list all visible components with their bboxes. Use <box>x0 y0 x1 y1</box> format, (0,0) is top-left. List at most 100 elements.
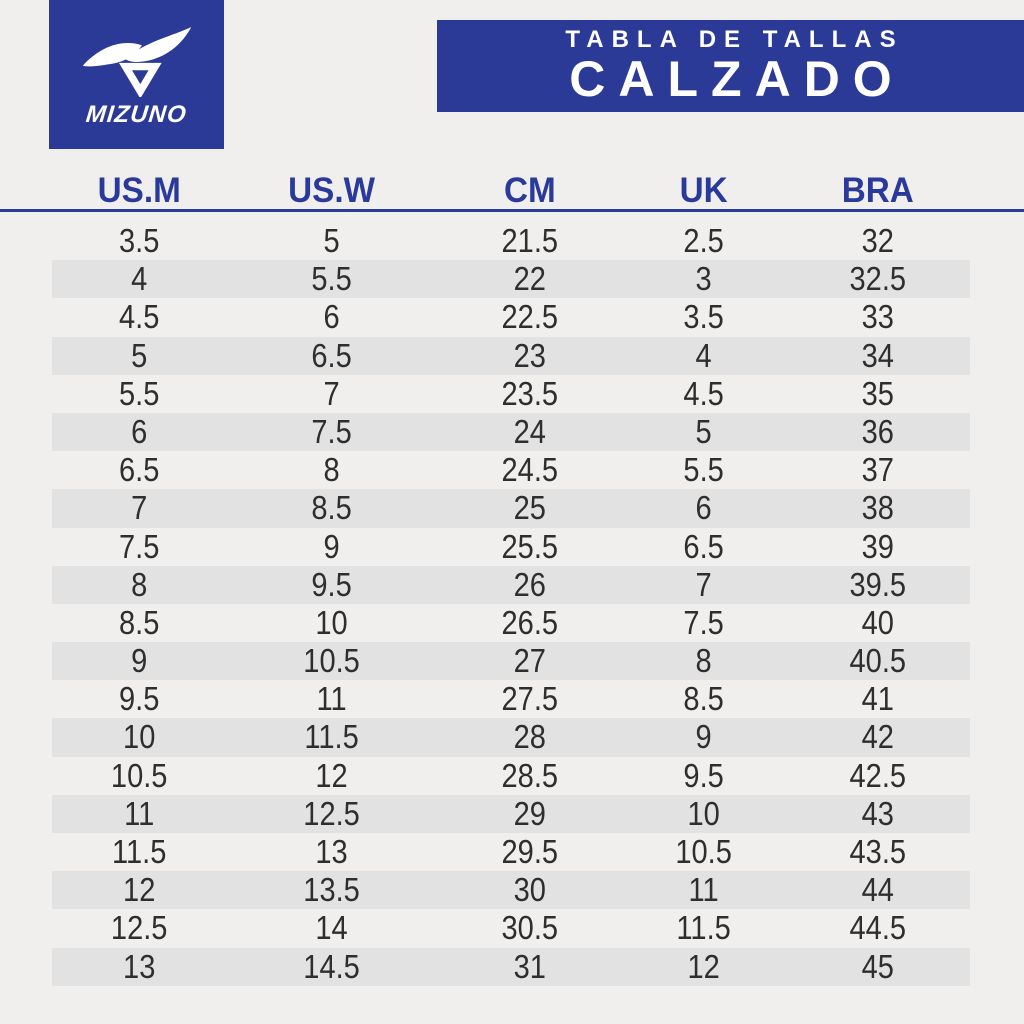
size-cell: 33 <box>862 298 895 336</box>
table-row: 5 6.5 23 4 34 <box>52 336 970 375</box>
table-row: 11 12.5 29 10 43 <box>52 794 970 833</box>
size-cell: 11 <box>688 871 719 909</box>
size-cell: 31 <box>513 947 546 985</box>
banner-title: CALZADO <box>569 50 905 107</box>
table-row: 10.5 12 28.5 9.5 42.5 <box>52 757 970 795</box>
size-cell: 10.5 <box>675 833 733 870</box>
size-cell: 26.5 <box>501 603 558 641</box>
column-header-usm: US.M <box>97 170 181 210</box>
size-cell: 42 <box>862 718 895 756</box>
size-cell: 5.5 <box>311 260 353 298</box>
size-cell: 32.5 <box>849 260 907 298</box>
size-cell: 26 <box>513 565 546 603</box>
size-cell: 10 <box>123 718 156 756</box>
table-row: 11.5 13 29.5 10.5 43.5 <box>52 833 970 871</box>
table-header: US.M US.W CM UK BRA <box>52 160 970 210</box>
size-cell: 12.5 <box>303 794 361 832</box>
size-cell: 43 <box>862 794 895 832</box>
size-cell: 23 <box>513 336 546 374</box>
size-cell: 41 <box>862 680 895 718</box>
size-cell: 11.5 <box>676 909 731 947</box>
size-cell: 9.5 <box>311 565 353 603</box>
size-cell: 38 <box>862 489 895 527</box>
size-cell: 7 <box>695 565 712 603</box>
column-header-uk: UK <box>679 170 728 210</box>
table-row: 7 8.5 25 6 38 <box>52 489 970 528</box>
size-cell: 27 <box>513 642 546 680</box>
size-cell: 36 <box>862 412 895 450</box>
column-header-usw: US.W <box>288 170 376 210</box>
size-cell: 6 <box>131 412 148 450</box>
size-cell: 35 <box>862 374 895 412</box>
size-cell: 13.5 <box>303 871 361 909</box>
size-cell: 37 <box>862 451 895 489</box>
size-cell: 25 <box>513 489 546 527</box>
size-cell: 13 <box>315 833 349 870</box>
size-cell: 10 <box>687 794 720 832</box>
size-cell: 3.5 <box>119 222 160 259</box>
size-cell: 44.5 <box>849 909 907 947</box>
size-cell: 25.5 <box>501 527 558 565</box>
size-cell: 44 <box>862 871 895 909</box>
size-cell: 6.5 <box>311 336 353 374</box>
size-cell: 5.5 <box>683 451 724 489</box>
size-cell: 5.5 <box>119 374 160 412</box>
size-cell: 5 <box>695 412 712 450</box>
size-cell: 7.5 <box>311 412 353 450</box>
size-cell: 6.5 <box>119 451 160 489</box>
table-row: 6.5 8 24.5 5.5 37 <box>52 451 970 489</box>
size-cell: 4 <box>131 260 148 298</box>
size-cell: 8 <box>323 451 341 489</box>
size-cell: 22 <box>513 260 546 298</box>
header-divider <box>0 209 1024 212</box>
size-cell: 10 <box>315 603 349 641</box>
table-row: 9 10.5 27 8 40.5 <box>52 642 970 681</box>
size-cell: 9 <box>131 642 148 680</box>
size-cell: 12 <box>687 947 720 985</box>
table-row: 6 7.5 24 5 36 <box>52 412 970 452</box>
size-cell: 12 <box>315 756 349 794</box>
size-cell: 5 <box>131 336 148 374</box>
size-cell: 11 <box>124 794 155 832</box>
size-cell: 9.5 <box>119 680 160 718</box>
size-cell: 4.5 <box>683 374 724 412</box>
size-cell: 42.5 <box>849 756 907 794</box>
table-row: 13 14.5 31 12 45 <box>52 947 970 986</box>
size-cell: 13 <box>123 947 156 985</box>
size-cell: 8.5 <box>119 603 160 641</box>
size-cell: 9 <box>695 718 712 756</box>
table-row: 5.5 7 23.5 4.5 35 <box>52 375 970 413</box>
size-cell: 12 <box>123 871 156 909</box>
table-row: 10 11.5 28 9 42 <box>52 718 970 757</box>
size-cell: 11.5 <box>304 718 360 756</box>
table-row: 7.5 9 25.5 6.5 39 <box>52 528 970 566</box>
size-cell: 29 <box>513 794 546 832</box>
size-cell: 40.5 <box>849 642 907 680</box>
size-cell: 12.5 <box>110 909 168 947</box>
size-cell: 8.5 <box>311 489 353 527</box>
size-cell: 8.5 <box>683 680 724 718</box>
size-cell: 30.5 <box>501 909 558 947</box>
size-cell: 14 <box>315 909 349 947</box>
size-cell: 45 <box>862 947 895 985</box>
size-cell: 7.5 <box>119 527 160 565</box>
size-cell: 40 <box>862 603 895 641</box>
table-row: 8 9.5 26 7 39.5 <box>52 565 970 604</box>
size-table-body: 3.5 5 21.5 2.5 32 4 5.5 22 3 32.5 4.5 6 22.5 3.5 33 5 6.… <box>52 222 970 986</box>
size-cell: 10.5 <box>303 642 361 680</box>
column-header-cm: CM <box>503 170 556 210</box>
size-cell: 22.5 <box>501 298 558 336</box>
size-cell: 39 <box>862 527 895 565</box>
size-cell: 30 <box>513 871 546 909</box>
size-cell: 9.5 <box>683 756 724 794</box>
size-cell: 4 <box>695 336 712 374</box>
size-cell: 6.5 <box>683 527 724 565</box>
size-cell: 24 <box>513 412 546 450</box>
table-row: 8.5 10 26.5 7.5 40 <box>52 604 970 642</box>
size-cell: 10.5 <box>110 756 168 794</box>
size-cell: 4.5 <box>119 298 160 336</box>
mizuno-logo: MIZUNO <box>49 0 224 149</box>
size-cell: 6 <box>695 489 712 527</box>
size-cell: 2.5 <box>683 222 724 259</box>
